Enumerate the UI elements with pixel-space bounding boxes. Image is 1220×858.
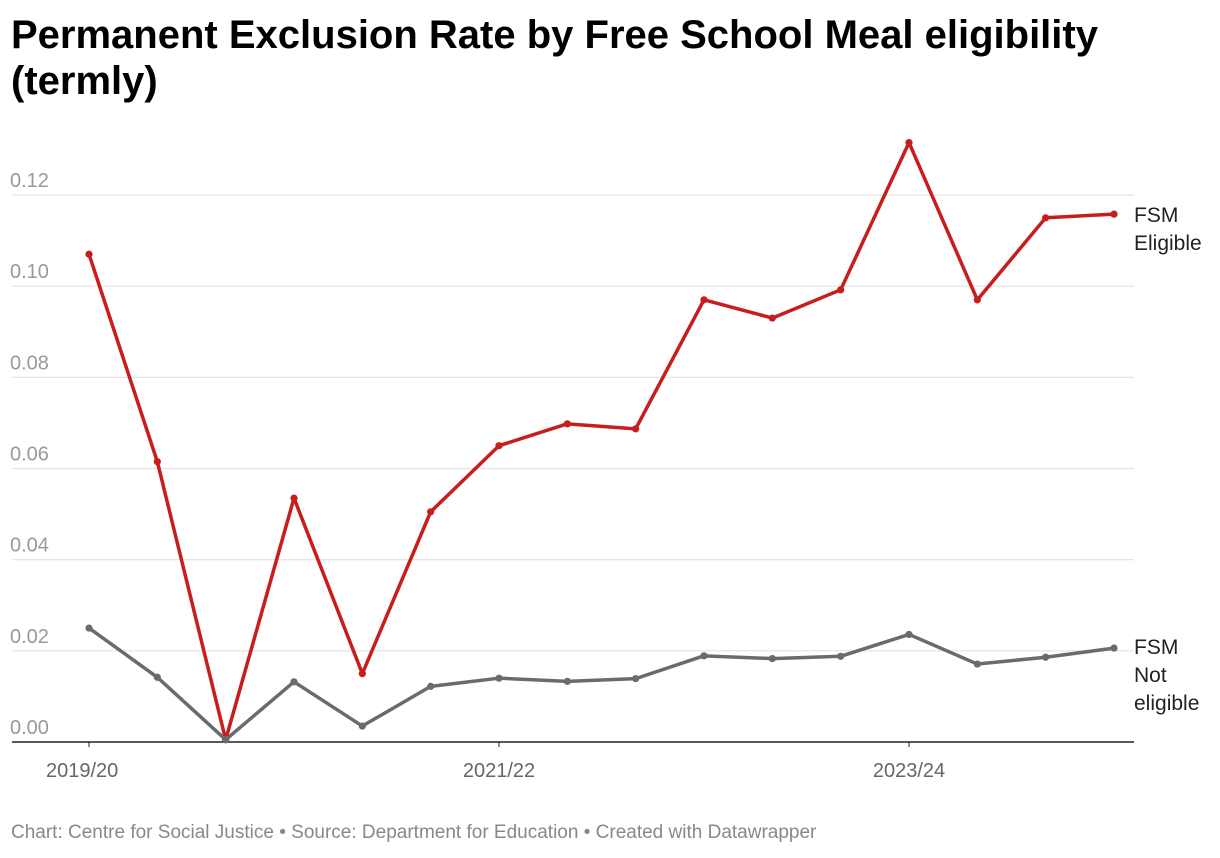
data-point-fsm-eligible [563, 420, 571, 428]
data-point-fsm-not-eligible [290, 678, 298, 686]
data-point-fsm-eligible [905, 138, 913, 147]
y-tick-label: 0.04 [10, 535, 49, 557]
data-point-fsm-eligible [495, 442, 503, 450]
data-point-fsm-not-eligible [427, 682, 435, 690]
data-point-fsm-not-eligible [837, 652, 845, 660]
y-tick-label: 0.06 [10, 444, 49, 466]
y-tick-label: 0.08 [10, 352, 49, 374]
data-point-fsm-not-eligible [973, 660, 981, 668]
data-point-fsm-not-eligible [632, 675, 640, 683]
data-point-fsm-not-eligible [700, 652, 708, 660]
data-point-fsm-eligible [1042, 214, 1050, 222]
data-point-fsm-not-eligible [1110, 644, 1118, 652]
data-point-fsm-eligible [85, 250, 93, 258]
data-point-fsm-not-eligible [222, 736, 230, 744]
footer-source: Source: Department for Education [291, 822, 579, 843]
chart-footer: Chart: Centre for Social Justice • Sourc… [11, 822, 816, 844]
data-point-fsm-not-eligible [85, 624, 93, 632]
data-point-fsm-not-eligible [563, 677, 571, 685]
x-tick-label: 2021/22 [463, 760, 535, 782]
data-point-fsm-not-eligible [1042, 653, 1050, 661]
series-fsm-not-eligible [85, 624, 1118, 744]
footer-created-with: Created with Datawrapper [595, 822, 817, 843]
data-point-fsm-eligible [290, 494, 298, 502]
series-label-fsm-eligible: FSM [1134, 204, 1178, 227]
y-axis-ticks: 0.00 0.02 0.04 0.06 0.08 0.10 0.12 [10, 170, 49, 739]
data-point-fsm-eligible [153, 458, 161, 466]
series-label-fsm-not-eligible: FSM [1134, 636, 1178, 659]
data-point-fsm-eligible [837, 286, 845, 294]
series-labels: FSM Eligible FSM Not eligible [1134, 204, 1202, 715]
series-label-fsm-not-eligible: Not [1134, 664, 1167, 687]
footer-separator: • [583, 822, 591, 843]
data-point-fsm-eligible [427, 508, 435, 516]
series-line-fsm-not-eligible [87, 626, 1116, 742]
y-tick-label: 0.12 [10, 170, 49, 192]
y-tick-label: 0.00 [10, 717, 49, 739]
x-axis-ticks: 2019/20 2021/22 2023/24 [46, 742, 945, 782]
series-label-fsm-eligible: Eligible [1134, 232, 1202, 255]
data-point-fsm-eligible [358, 670, 366, 678]
gridlines [12, 194, 1134, 743]
x-tick-label: 2023/24 [873, 760, 945, 782]
data-point-fsm-eligible [973, 296, 981, 304]
footer-separator: • [279, 822, 286, 843]
data-point-fsm-eligible [1110, 210, 1118, 218]
data-point-fsm-not-eligible [495, 674, 503, 682]
data-point-fsm-not-eligible [768, 654, 776, 663]
data-point-fsm-not-eligible [905, 630, 913, 639]
x-tick-label: 2019/20 [46, 760, 118, 782]
series-fsm-eligible [85, 138, 1118, 744]
series-label-fsm-not-eligible: eligible [1134, 692, 1199, 715]
data-point-fsm-not-eligible [358, 722, 366, 730]
footer-chart-credit: Chart: Centre for Social Justice [11, 822, 274, 843]
data-point-fsm-not-eligible [153, 673, 161, 681]
data-point-fsm-eligible [632, 425, 640, 433]
series-line-fsm-eligible [87, 140, 1116, 742]
series-lines [85, 138, 1118, 744]
y-tick-label: 0.02 [10, 626, 49, 648]
chart-title: Permanent Exclusion Rate by Free School … [11, 13, 1098, 103]
data-point-fsm-eligible [768, 314, 776, 322]
data-point-fsm-eligible [700, 296, 708, 304]
y-tick-label: 0.10 [10, 261, 49, 283]
